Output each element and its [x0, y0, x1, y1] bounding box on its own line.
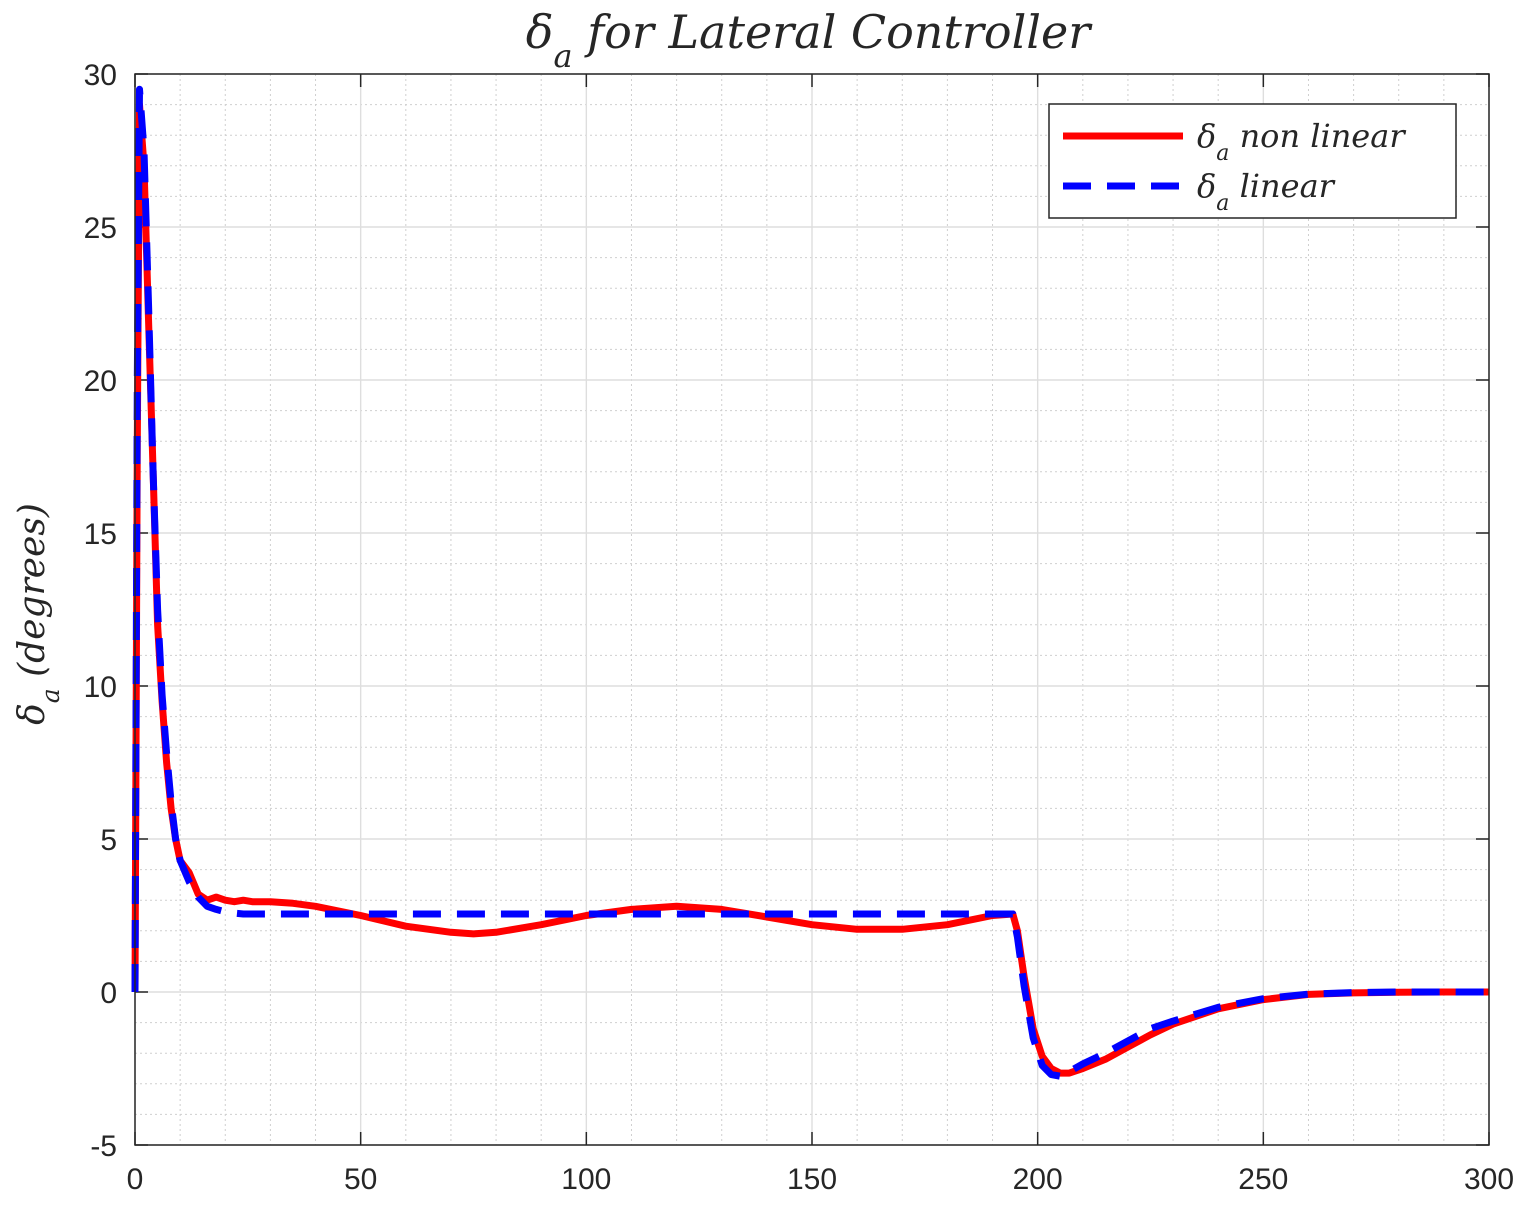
y-tick-label: 5 — [100, 824, 117, 857]
y-tick-label: 10 — [84, 671, 117, 704]
title-text: for Lateral Controller — [573, 5, 1094, 59]
y-tick-label: 0 — [100, 977, 117, 1010]
ylabel-subscript: a — [36, 688, 65, 703]
legend-box — [1048, 103, 1457, 219]
title-subscript: a — [553, 37, 572, 75]
legend-subscript-non-linear: a — [1216, 141, 1229, 166]
x-tick-label: 200 — [1013, 1163, 1063, 1196]
y-tick-label: -5 — [90, 1130, 117, 1163]
legend: δa non linear δa linear — [1048, 103, 1457, 219]
legend-label-non-linear: δa non linear — [1197, 117, 1406, 166]
series-layer — [131, 85, 1489, 1080]
y-axis-label: δa (degrees) — [12, 503, 65, 725]
legend-text-non-linear: non linear — [1229, 117, 1406, 155]
ylabel-delta: δ — [12, 703, 53, 725]
x-tick-label: 50 — [344, 1163, 377, 1196]
x-tick-label: 150 — [787, 1163, 837, 1196]
x-tick-label: 0 — [127, 1163, 144, 1196]
y-axis-ticks: -5 0 5 10 15 20 25 30 — [84, 59, 1489, 1163]
legend-delta-linear: δ — [1197, 167, 1216, 205]
y-tick-label: 25 — [84, 212, 117, 245]
chart-title: δa for Lateral Controller — [526, 5, 1093, 75]
legend-label-linear: δa linear — [1197, 167, 1336, 216]
x-axis-ticks: 0 50 100 150 200 250 300 — [127, 74, 1514, 1196]
ylabel-text: (degrees) — [12, 503, 53, 688]
x-tick-label: 100 — [561, 1163, 611, 1196]
legend-delta-non-linear: δ — [1197, 117, 1216, 155]
series-linear-line — [131, 85, 1489, 1080]
plot-frame — [134, 73, 1490, 1146]
legend-text-linear: linear — [1229, 167, 1335, 205]
x-tick-label: 250 — [1238, 1163, 1288, 1196]
y-tick-label: 30 — [84, 59, 117, 92]
y-tick-label: 15 — [84, 518, 117, 551]
x-tick-label: 300 — [1464, 1163, 1514, 1196]
title-delta: δ — [526, 5, 554, 59]
legend-subscript-linear: a — [1216, 191, 1229, 216]
y-tick-label: 20 — [84, 365, 117, 398]
